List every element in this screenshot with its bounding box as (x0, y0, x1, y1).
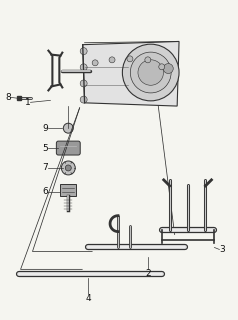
Text: 8: 8 (5, 93, 11, 102)
Text: 3: 3 (219, 245, 225, 254)
Circle shape (130, 52, 171, 93)
Text: 9: 9 (43, 124, 48, 133)
FancyBboxPatch shape (56, 141, 80, 155)
Circle shape (80, 80, 87, 87)
Circle shape (80, 96, 87, 103)
Text: 7: 7 (43, 164, 48, 172)
Circle shape (65, 165, 71, 171)
Circle shape (145, 57, 151, 63)
Text: 5: 5 (43, 144, 48, 153)
Text: 2: 2 (145, 269, 151, 278)
Circle shape (92, 60, 98, 66)
Circle shape (163, 64, 173, 74)
Circle shape (122, 44, 179, 101)
Text: 4: 4 (85, 294, 91, 303)
Circle shape (80, 64, 87, 71)
Circle shape (109, 57, 115, 63)
Circle shape (80, 48, 87, 55)
Circle shape (61, 161, 75, 175)
FancyBboxPatch shape (60, 184, 76, 196)
Circle shape (127, 56, 133, 62)
Circle shape (159, 64, 165, 70)
Text: 1: 1 (25, 98, 30, 107)
Circle shape (138, 60, 164, 85)
Text: 6: 6 (43, 187, 48, 196)
Polygon shape (83, 42, 179, 106)
Circle shape (63, 123, 73, 133)
